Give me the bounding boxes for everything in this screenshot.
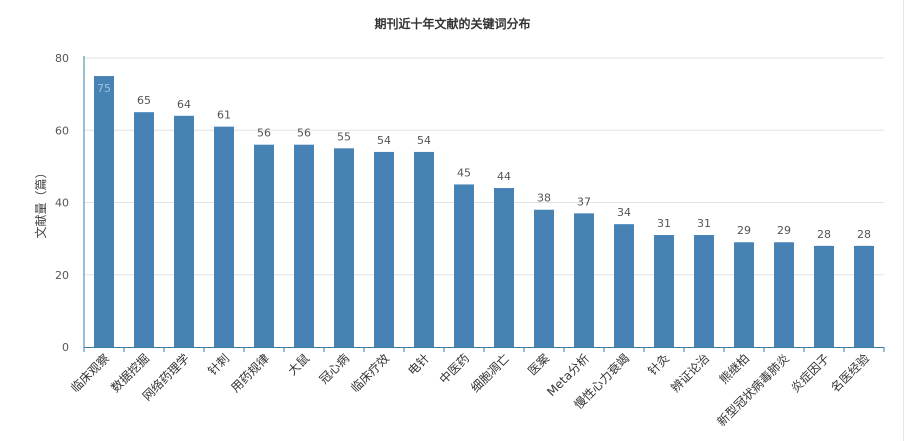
- axes: [83, 56, 885, 352]
- x-tick-label: 冠心病: [316, 351, 352, 387]
- data-label: 64: [177, 98, 191, 111]
- bar: [174, 115, 194, 347]
- y-tick-label: 60: [55, 124, 69, 137]
- bar: [94, 76, 114, 347]
- bar: [534, 209, 554, 347]
- data-label: 44: [497, 170, 511, 183]
- x-tick-label: 熊继柏: [716, 351, 752, 387]
- data-label: 37: [577, 195, 591, 208]
- y-tick-label: 20: [55, 269, 69, 282]
- bar: [134, 112, 154, 347]
- bar: [494, 188, 514, 347]
- x-tick-label: 大鼠: [285, 351, 312, 378]
- chart-title: 期刊近十年文献的关键词分布: [374, 17, 531, 31]
- y-tick-labels: 0 20 40 60 80: [55, 52, 69, 354]
- bar: [614, 224, 634, 347]
- x-tick-label: 细胞凋亡: [468, 351, 512, 395]
- x-tick-label: 医案: [525, 351, 553, 379]
- y-tick-label: 40: [55, 197, 69, 210]
- right-border: [903, 0, 904, 441]
- x-tick-label: 针灸: [645, 351, 673, 379]
- data-label: 28: [817, 228, 831, 241]
- bar: [334, 148, 354, 347]
- bar: [654, 235, 674, 347]
- bars: [94, 76, 874, 347]
- grid-lines: [84, 57, 884, 276]
- x-tick-label: 辨证论治: [668, 351, 712, 395]
- data-label: 38: [537, 192, 551, 205]
- data-label: 31: [657, 217, 671, 230]
- data-label: 45: [457, 166, 471, 179]
- data-label: 31: [697, 217, 711, 230]
- x-tick-label: 电针: [405, 351, 433, 379]
- bar: [214, 126, 234, 347]
- bar: [814, 245, 834, 347]
- bar: [574, 213, 594, 347]
- data-label: 34: [617, 206, 631, 219]
- x-tick-label: 临床疗效: [348, 351, 393, 396]
- bar: [454, 184, 474, 347]
- data-label: 61: [217, 109, 231, 122]
- x-tick-label: 炎症因子: [788, 351, 833, 396]
- data-label: 29: [737, 224, 751, 237]
- data-labels: 75 65 64 61 56 56 55 54 54 45 44 38 37 34 31 31 29 29 28 28: [97, 82, 871, 241]
- data-label: 65: [137, 94, 151, 107]
- bar: [414, 151, 434, 347]
- y-tick-label: 80: [55, 52, 69, 65]
- data-label: 75: [97, 82, 111, 95]
- bar: [734, 242, 754, 347]
- data-label: 56: [257, 127, 271, 140]
- x-tick-label: 用药规律: [228, 351, 273, 396]
- bar: [374, 151, 394, 347]
- x-tick-label: 新型冠状病毒肺炎: [714, 351, 792, 429]
- x-tick-label: 针刺: [205, 351, 233, 379]
- x-tick-label: 临床观察: [68, 351, 112, 395]
- x-tick-label: 中医药: [436, 351, 472, 387]
- data-label: 56: [297, 127, 311, 140]
- data-label: 55: [337, 130, 351, 143]
- bar: [854, 245, 874, 347]
- data-label: 54: [417, 134, 431, 147]
- data-label: 54: [377, 134, 391, 147]
- bar: [254, 144, 274, 347]
- y-tick-label: 0: [62, 341, 69, 354]
- bar: [774, 242, 794, 347]
- bar: [294, 144, 314, 347]
- data-label: 29: [777, 224, 791, 237]
- data-label: 28: [857, 228, 871, 241]
- x-tick-label: 名医经验: [828, 351, 873, 396]
- y-axis-label: 文献量（篇）: [33, 166, 48, 238]
- bar: [694, 235, 714, 347]
